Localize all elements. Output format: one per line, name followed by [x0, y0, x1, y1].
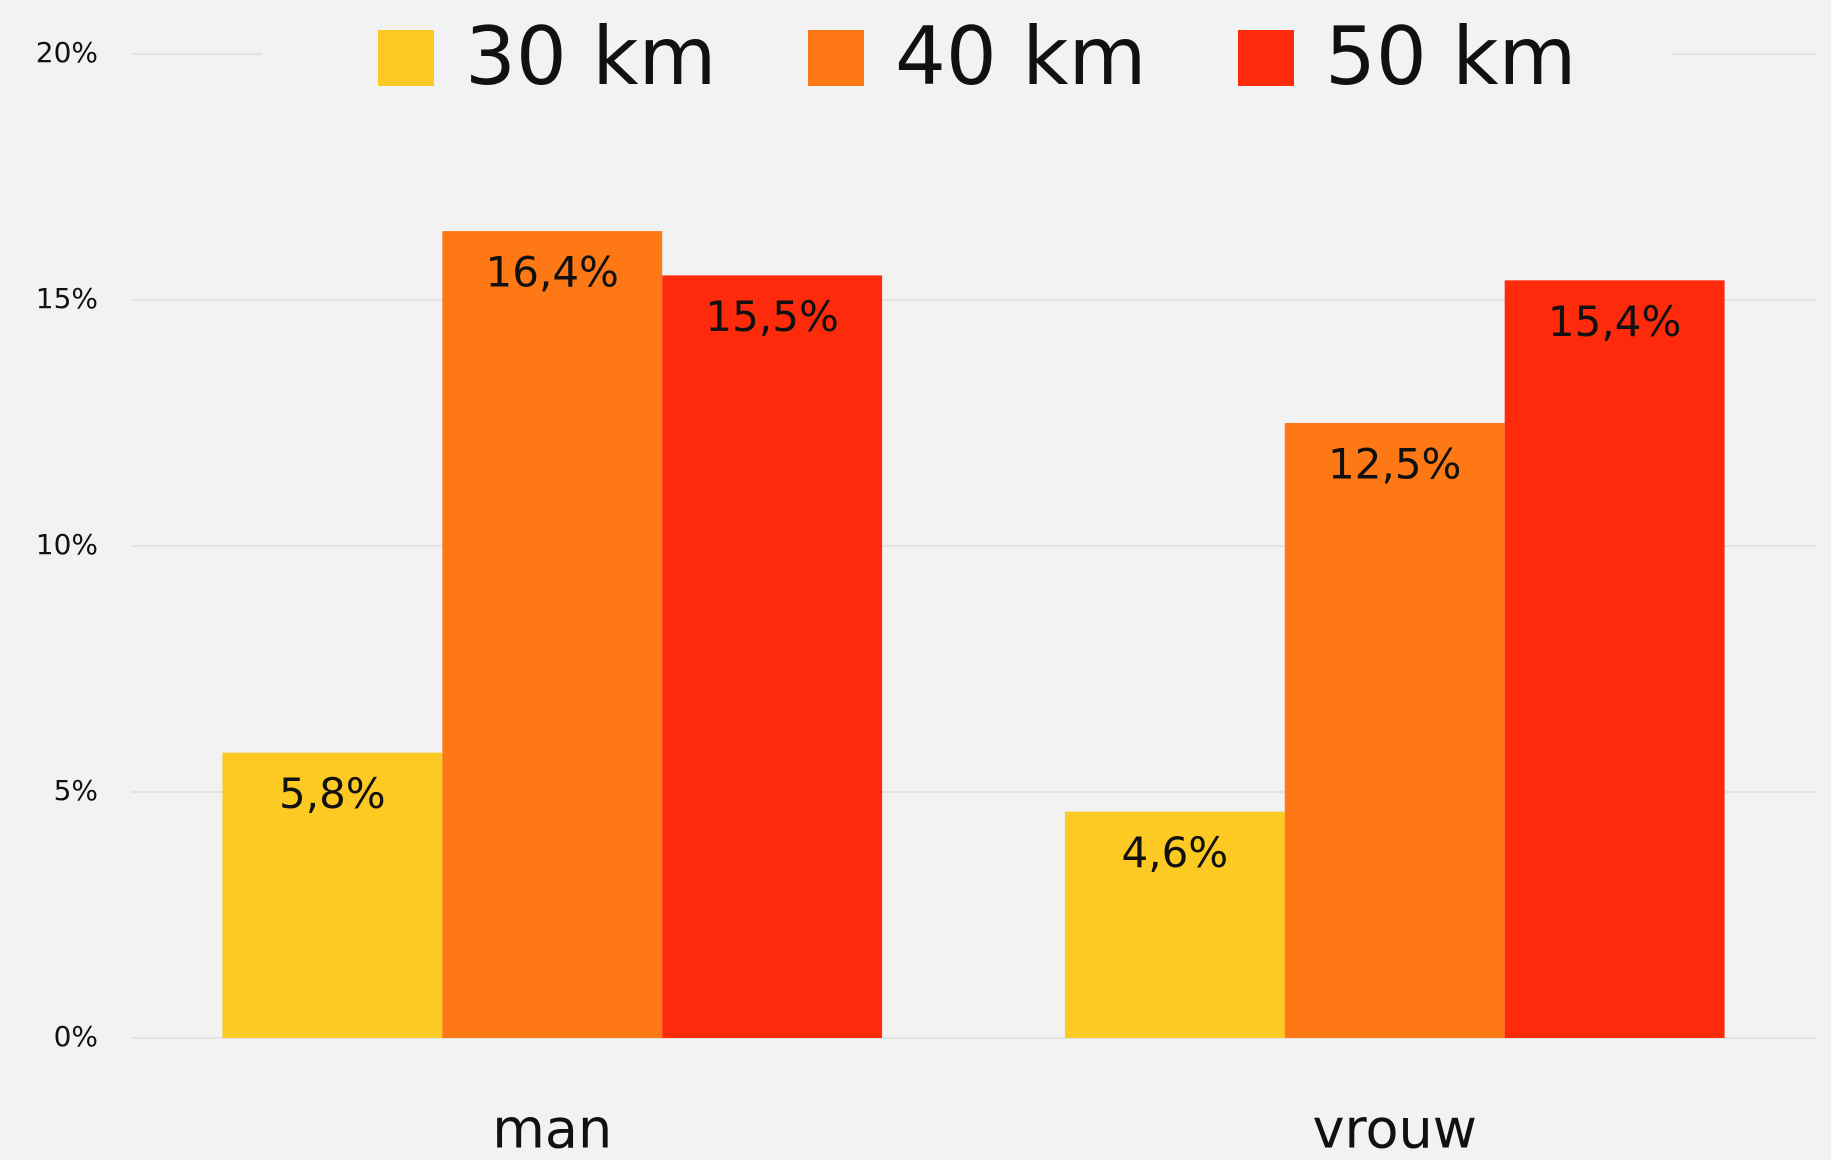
- value-label: 15,4%: [1548, 297, 1681, 346]
- y-tick-label: 20%: [36, 36, 98, 69]
- value-label: 16,4%: [486, 248, 619, 297]
- value-label: 5,8%: [279, 769, 386, 818]
- legend-label: 40 km: [895, 10, 1146, 103]
- y-tick-label: 15%: [36, 282, 98, 315]
- legend-swatch: [378, 30, 434, 86]
- legend-swatch: [808, 30, 864, 86]
- value-label: 15,5%: [705, 292, 838, 341]
- bar: [1504, 280, 1725, 1038]
- bar: [442, 231, 663, 1038]
- bar: [1064, 811, 1285, 1038]
- x-tick-label: vrouw: [1313, 1098, 1477, 1160]
- legend-background: [262, 10, 1672, 100]
- value-label: 4,6%: [1122, 828, 1229, 877]
- legend-swatch: [1238, 30, 1294, 86]
- y-tick-label: 10%: [36, 528, 98, 561]
- legend-label: 50 km: [1325, 10, 1576, 103]
- bar: [1284, 423, 1505, 1038]
- y-tick-label: 5%: [54, 774, 98, 807]
- legend-label: 30 km: [465, 10, 716, 103]
- bar: [222, 752, 443, 1038]
- value-label: 12,5%: [1328, 440, 1461, 489]
- bar: [662, 275, 883, 1038]
- x-tick-label: man: [492, 1098, 612, 1160]
- y-tick-label: 0%: [54, 1020, 98, 1053]
